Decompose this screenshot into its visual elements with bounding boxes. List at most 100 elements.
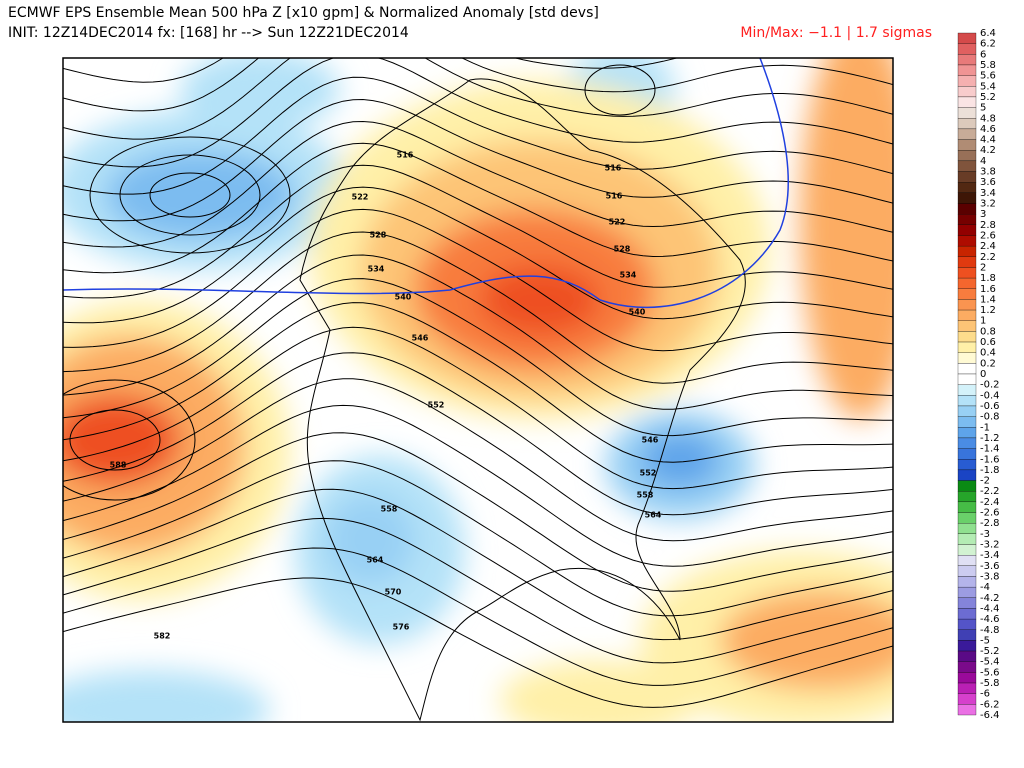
colorbar-swatch xyxy=(957,309,977,321)
colorbar-label: -0.8 xyxy=(980,412,1000,423)
contour-line xyxy=(63,231,893,384)
anomaly-shading xyxy=(63,58,893,722)
colorbar-swatch xyxy=(957,331,977,343)
colorbar-swatch xyxy=(957,491,977,503)
colorbar-swatch xyxy=(957,384,977,396)
colorbar-swatch xyxy=(957,75,977,87)
colorbar-label: 6 xyxy=(980,49,986,60)
contour-line xyxy=(63,432,893,592)
contour-label: 546 xyxy=(642,436,659,445)
contour-line xyxy=(63,58,893,168)
colorbar-swatch xyxy=(957,107,977,119)
colorbar-swatch xyxy=(957,597,977,609)
colorbar-label: -6.4 xyxy=(980,710,1000,721)
colorbar-swatch xyxy=(957,480,977,492)
contour-line xyxy=(63,58,679,83)
map-frame xyxy=(62,57,894,723)
colorbar-swatch xyxy=(957,608,977,620)
colorbar-swatch xyxy=(957,118,977,130)
contour-label: 522 xyxy=(609,218,626,227)
colorbar-label: 2 xyxy=(980,262,986,273)
contour-label: 540 xyxy=(629,308,646,317)
colorbar-swatch xyxy=(957,555,977,566)
colorbar-swatch xyxy=(957,373,977,385)
contour-line xyxy=(63,0,893,4)
colorbar-label: -5.6 xyxy=(980,667,1000,678)
colorbar-swatch xyxy=(957,427,977,439)
colorbar-swatch xyxy=(957,512,977,524)
contour-label: 516 xyxy=(606,192,623,201)
map xyxy=(63,0,893,722)
colorbar-label: 2.2 xyxy=(980,252,996,263)
contour-label: 516 xyxy=(397,151,414,160)
contour-line xyxy=(63,278,893,437)
contour-line xyxy=(63,326,893,490)
colorbar-label: 6.4 xyxy=(980,28,996,39)
colorbar-label: -1 xyxy=(980,422,990,433)
colorbar-label: 1.8 xyxy=(980,273,996,284)
contour-label: 564 xyxy=(367,556,384,565)
colorbar-swatch xyxy=(957,661,977,673)
colorbar-label: 5.2 xyxy=(980,92,996,103)
contour-line xyxy=(63,76,893,195)
contour-label: 588 xyxy=(110,461,127,470)
contour-label: 552 xyxy=(428,401,445,410)
colorbar-swatch xyxy=(957,64,977,76)
colorbar-label: -3.2 xyxy=(980,540,1000,551)
contour-label: 576 xyxy=(393,623,410,632)
coastline xyxy=(299,78,746,722)
colorbar-swatch xyxy=(957,629,977,641)
colorbar-label: -4 xyxy=(980,582,990,593)
colorbar-label: 5.8 xyxy=(980,60,996,71)
colorbar-swatch xyxy=(957,245,977,257)
subtitle: INIT: 12Z14DEC2014 fx: [168] hr --> Sun … xyxy=(8,25,409,41)
colorbar-label: -4.8 xyxy=(980,625,1000,636)
contour-loop xyxy=(69,409,161,471)
colorbar-swatch xyxy=(957,501,977,513)
colorbar-label: -2 xyxy=(980,476,990,487)
colorbar-label: 4.4 xyxy=(980,135,996,146)
colorbar-swatch xyxy=(957,288,977,300)
colorbar-label: -0.4 xyxy=(980,390,1000,401)
colorbar-label: 0 xyxy=(980,369,986,380)
colorbar-swatch xyxy=(957,533,977,545)
colorbar-swatch xyxy=(957,469,977,481)
minmax: Min/Max: −1.1 | 1.7 sigmas xyxy=(740,25,932,41)
colorbar-label: -5.8 xyxy=(980,678,1000,689)
colorbar-label: 0.2 xyxy=(980,358,996,369)
contour-line xyxy=(63,352,893,516)
colorbar-label: 5.6 xyxy=(980,71,996,82)
colorbar-swatch xyxy=(957,32,977,44)
colorbar-swatch xyxy=(957,437,977,449)
colorbar-label: -2.2 xyxy=(980,486,1000,497)
title: ECMWF EPS Ensemble Mean 500 hPa Z [x10 g… xyxy=(8,5,599,21)
colorbar-label: -2.8 xyxy=(980,518,1000,529)
colorbar-label: 3 xyxy=(980,209,986,220)
colorbar-label: -6.2 xyxy=(980,699,1000,710)
contour-label: 534 xyxy=(368,265,385,274)
contour-line xyxy=(63,577,893,708)
colorbar-label: 2.6 xyxy=(980,230,996,241)
colorbar-swatch xyxy=(957,544,977,556)
colorbar-label: 3.6 xyxy=(980,177,996,188)
contour-line xyxy=(63,460,893,617)
colorbar-label: -0.6 xyxy=(980,401,1000,412)
colorbar-label: 1.6 xyxy=(980,284,996,295)
colorbar-swatch xyxy=(957,96,977,108)
colorbar-label: -3.6 xyxy=(980,561,1000,572)
colorbar-swatch xyxy=(957,352,977,364)
colorbar-swatch xyxy=(957,224,977,236)
colorbar-swatch xyxy=(957,299,977,311)
contour-label: 546 xyxy=(412,334,429,343)
contour-line xyxy=(63,378,893,542)
colorbar-swatch xyxy=(957,54,977,66)
colorbar-label: 5.4 xyxy=(980,81,996,92)
colorbar-swatch xyxy=(957,682,977,694)
contour-label: 552 xyxy=(640,469,657,478)
colorbar-swatch xyxy=(957,704,977,716)
colorbar-label: 0.6 xyxy=(980,337,996,348)
colorbar-swatch xyxy=(957,576,977,588)
contour-loop xyxy=(149,172,231,218)
colorbar-swatch xyxy=(957,405,977,417)
colorbar-swatch xyxy=(957,267,977,279)
